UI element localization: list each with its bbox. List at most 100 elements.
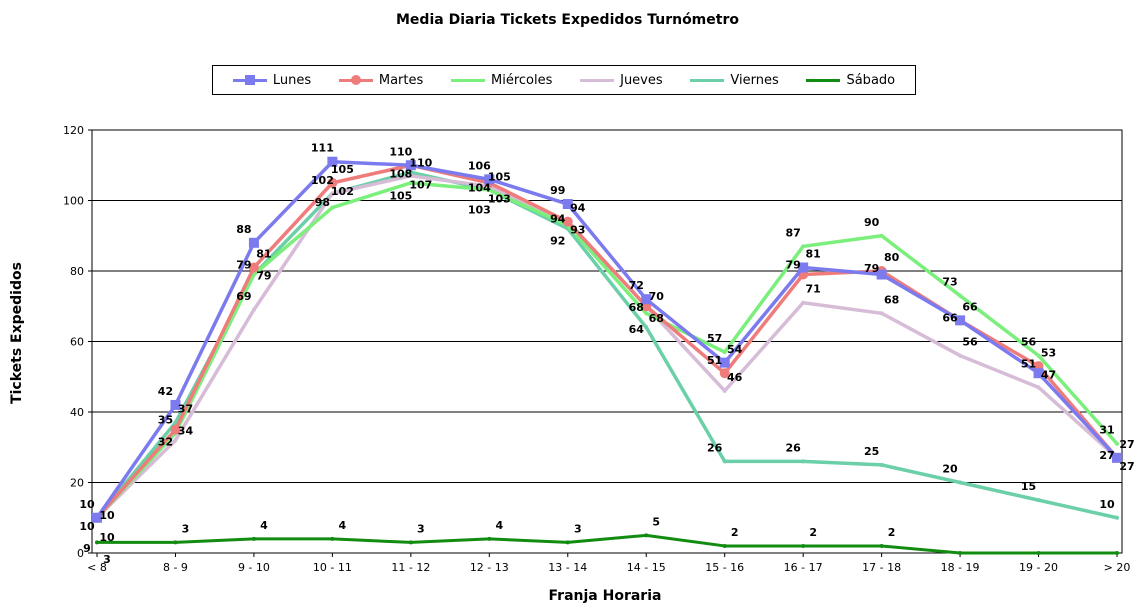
data-label: 104	[468, 181, 491, 194]
series-line-viernes	[95, 170, 1118, 520]
data-label: 4	[495, 519, 503, 532]
x-tick-label: 16 - 17	[784, 561, 823, 574]
data-point	[1036, 498, 1041, 503]
data-label: 68	[649, 312, 664, 325]
data-label: 94	[570, 202, 586, 215]
y-tick-label: 60	[70, 336, 84, 349]
data-point	[798, 262, 809, 273]
data-point	[958, 551, 963, 555]
legend-item: Jueves	[580, 73, 663, 88]
data-label: 80	[884, 251, 900, 264]
data-label: 70	[649, 290, 665, 303]
data-label: 110	[409, 156, 432, 169]
data-point	[330, 536, 335, 541]
data-point	[1036, 551, 1041, 555]
data-label: 92	[550, 235, 565, 248]
x-tick-label: < 8	[87, 561, 107, 574]
data-label: 27	[1119, 460, 1134, 473]
legend-swatch	[451, 78, 485, 82]
series-line-sábado	[97, 533, 1117, 555]
data-point	[644, 533, 649, 538]
data-point	[958, 353, 963, 358]
data-point	[170, 399, 181, 410]
y-tick-label: 120	[63, 124, 84, 137]
data-point	[1115, 515, 1119, 520]
data-point	[405, 160, 416, 171]
data-point	[722, 388, 727, 393]
legend-item: Viernes	[690, 73, 779, 88]
data-label: 10	[1099, 498, 1115, 511]
data-point	[644, 311, 649, 316]
data-point	[330, 205, 335, 210]
data-label: 57	[707, 332, 722, 345]
legend-label: Lunes	[272, 72, 312, 88]
data-point	[722, 543, 727, 548]
data-point	[408, 173, 413, 178]
x-tick-label: 8 - 9	[163, 561, 188, 574]
series-line-lunes	[95, 159, 1119, 519]
data-label: 2	[731, 526, 739, 539]
data-label: 73	[942, 276, 957, 289]
data-point	[562, 216, 573, 227]
data-label: 34	[178, 425, 194, 438]
data-point	[251, 307, 256, 312]
x-tick-label: 9 - 10	[238, 561, 270, 574]
data-point	[879, 233, 884, 238]
data-label: 66	[942, 311, 958, 324]
legend-label: Jueves	[620, 72, 663, 88]
data-point	[879, 311, 884, 316]
data-label: 42	[158, 385, 173, 398]
data-label: 56	[962, 336, 978, 349]
data-label: 105	[488, 170, 511, 183]
data-label: 68	[884, 293, 899, 306]
data-label: 110	[389, 145, 412, 158]
data-label: 27	[1119, 438, 1134, 451]
data-label: 79	[785, 258, 800, 271]
data-label: 32	[158, 436, 173, 449]
data-label: 87	[785, 226, 800, 239]
data-label: 10	[79, 498, 95, 511]
x-tick-label: 10 - 11	[313, 561, 352, 574]
data-label: 4	[339, 519, 347, 532]
data-label: 69	[236, 290, 251, 303]
data-label: 46	[727, 371, 743, 384]
data-label: 88	[236, 223, 251, 236]
data-label: 3	[574, 522, 582, 535]
data-label: 51	[1021, 358, 1036, 371]
data-label: 26	[707, 441, 723, 454]
data-point	[562, 199, 573, 210]
data-label: 25	[864, 445, 879, 458]
data-label: 111	[311, 142, 334, 155]
data-label: 72	[629, 279, 644, 292]
data-label: 10	[79, 520, 95, 533]
data-point	[958, 480, 963, 485]
data-label: 9	[83, 542, 91, 555]
y-tick-label: 20	[70, 477, 84, 490]
data-label: 103	[468, 203, 491, 216]
data-point	[484, 174, 495, 185]
data-label: 37	[178, 403, 193, 416]
data-point	[1033, 368, 1044, 379]
legend-swatch	[690, 78, 725, 82]
data-label: 71	[805, 283, 820, 296]
data-label: 3	[417, 522, 425, 535]
data-label: 5	[652, 515, 660, 528]
data-label: 53	[1041, 347, 1056, 360]
legend-swatch	[806, 78, 841, 82]
data-label: 56	[1021, 336, 1037, 349]
x-tick-label: 19 - 20	[1019, 561, 1058, 574]
x-axis-label: Franja Horaria	[548, 588, 662, 604]
x-tick-label: 14 - 15	[627, 561, 666, 574]
data-point	[801, 459, 806, 464]
legend-item: Miércoles	[451, 73, 552, 88]
data-label: 31	[1099, 424, 1114, 437]
data-point	[170, 424, 181, 435]
legend-marker	[350, 75, 361, 85]
data-point	[644, 325, 649, 330]
legend-item: Sábado	[806, 73, 895, 88]
data-label: 3	[182, 522, 190, 535]
data-label: 10	[99, 509, 115, 522]
data-label: 102	[331, 185, 354, 198]
x-tick-label: > 20	[1104, 561, 1131, 574]
x-tick-label: 11 - 12	[391, 561, 430, 574]
